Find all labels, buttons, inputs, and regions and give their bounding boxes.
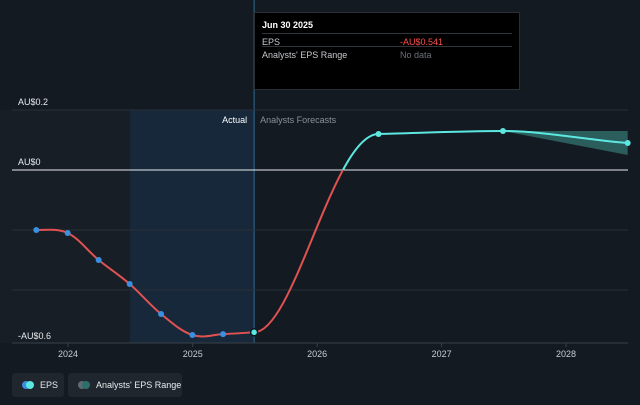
tooltip-range-label: Analysts' EPS Range [262, 50, 348, 60]
tooltip-range-row: Analysts' EPS Range No data [262, 46, 512, 61]
tooltip-range-value: No data [400, 50, 432, 60]
x-tick-label: 2026 [307, 349, 327, 359]
eps-forecast-dot-icon [26, 381, 34, 389]
legend-range-label: Analysts' EPS Range [96, 380, 182, 390]
legend-item-eps[interactable]: EPS [12, 373, 64, 397]
legend-eps-label: EPS [40, 380, 59, 390]
y-tick-label: -AU$0.6 [18, 331, 51, 341]
eps-data-point [189, 332, 196, 338]
eps-data-point [158, 311, 165, 317]
tooltip-eps-label: EPS [262, 37, 281, 47]
actual-region-shade [130, 110, 255, 343]
eps-forecast-point [624, 140, 631, 146]
actual-label: Actual [222, 115, 247, 125]
eps-data-point [220, 331, 227, 338]
eps-forecast-line [253, 129, 628, 334]
legend-item-range[interactable]: Analysts' EPS Range [68, 373, 182, 397]
tooltip-eps-row: EPS -AU$0.541 [262, 33, 512, 48]
x-tick-label: 2027 [432, 349, 452, 359]
eps-data-point [33, 227, 40, 233]
x-tick-label: 2028 [556, 349, 576, 359]
range-band-dot-icon [82, 381, 90, 389]
eps-data-point [249, 328, 259, 337]
tooltip-eps-value: -AU$0.541 [400, 37, 444, 47]
eps-forecast-point [499, 128, 506, 134]
eps-data-point [64, 230, 71, 236]
analyst-range-band [502, 131, 628, 155]
eps-forecast-point [375, 131, 382, 137]
tooltip: Jun 30 2025 EPS -AU$0.541 Analysts' EPS … [254, 12, 520, 90]
y-tick-label: AU$0.2 [18, 97, 48, 107]
x-tick-label: 2025 [183, 349, 203, 359]
x-tick-label: 2024 [58, 349, 78, 359]
y-tick-label: AU$0 [18, 157, 41, 167]
tooltip-date: Jun 30 2025 [262, 20, 314, 30]
eps-data-point [126, 281, 133, 287]
past-region-shade [0, 110, 131, 343]
eps-data-point [95, 257, 102, 263]
forecast-label: Analysts Forecasts [260, 115, 337, 125]
